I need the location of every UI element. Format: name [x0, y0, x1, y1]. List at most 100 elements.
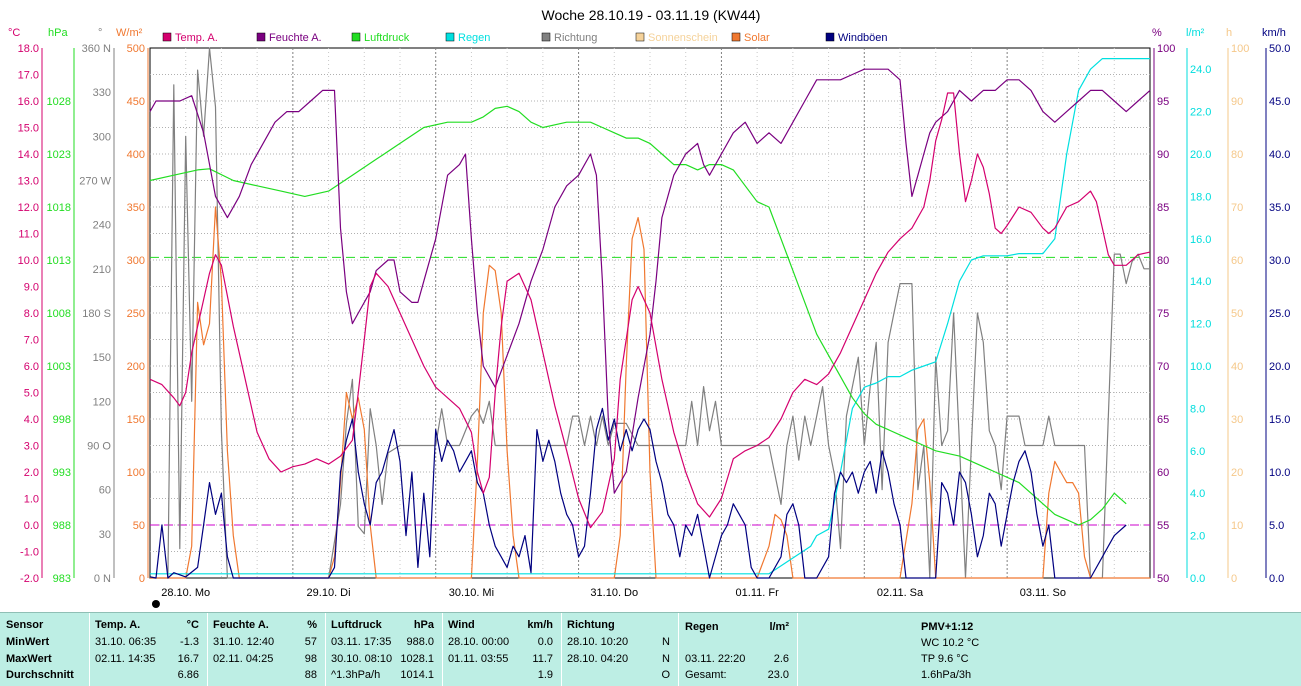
axis-tick-temp: 10.0: [18, 255, 39, 267]
axis-tick-temp: 4.0: [24, 414, 39, 426]
chart-axes: °C 18.0 17.0 16.0 15.0 14.0 13.0 12.0 11.0 10.0 9.…: [8, 27, 1290, 585]
legend-label: Luftdruck: [364, 32, 410, 44]
axis-tick-pressure: 1023: [47, 149, 71, 161]
series-line-windb-en: [149, 407, 1127, 579]
humidity-min-value: 57: [304, 636, 317, 648]
axis-tick-solar: 200: [127, 361, 145, 373]
axis-unit-sunshine: h: [1226, 27, 1232, 39]
axis-tick-temp: 15.0: [18, 123, 39, 135]
axis-tick-humidity: 80: [1157, 255, 1169, 267]
rain-summary: Regen l/m² 03.11. 22:20 2.6 Gesamt: 23.0: [678, 613, 797, 686]
axis-tick-solar: 150: [127, 414, 145, 426]
axis-tick-wind: 10.0: [1269, 467, 1290, 479]
x-axis: 28.10. Mo 29.10. Di 30.10. Mi 31.10. Do 01.1…: [151, 587, 1066, 608]
axis-tick-solar: 50: [133, 520, 145, 532]
wind-max-time: 01.11. 03:55: [448, 653, 509, 665]
temp-title: Temp. A.: [95, 619, 141, 631]
legend-swatch: [635, 32, 645, 42]
axis-tick-direction: 30: [99, 529, 111, 541]
rain-max-value: 2.6: [773, 653, 789, 665]
legend-swatch: [825, 32, 835, 42]
axis-tick-sunshine: 20: [1231, 467, 1243, 479]
axis-tick-temp: -1.0: [20, 547, 39, 559]
pressure-min-value: 988.0: [406, 636, 434, 648]
rain-max-time: 03.11. 22:20: [685, 653, 746, 665]
axis-tick-temp: 17.0: [18, 70, 39, 82]
axis-tick-wind: 35.0: [1269, 202, 1290, 214]
axis-tick-temp: 12.0: [18, 202, 39, 214]
axis-tick-pressure: 1008: [47, 308, 71, 320]
axis-tick-humidity: 65: [1157, 414, 1169, 426]
axis-tick-humidity: 90: [1157, 149, 1169, 161]
series-line-luftdruck: [149, 105, 1127, 526]
axis-tick-direction: 0 N: [94, 573, 111, 585]
row-labels: Sensor MinWert MaxWert Durchschnitt: [0, 613, 88, 686]
axis-tick-direction: 240: [93, 220, 111, 232]
axis-unit-rain: l/m²: [1186, 27, 1205, 39]
direction-min-time: 28.10. 10:20: [567, 636, 629, 648]
series-line-solar: [150, 206, 1150, 579]
series-line-feuchte-a: [149, 68, 1151, 494]
axis-unit-temp: °C: [8, 27, 20, 39]
temp-max-value: 16.7: [177, 653, 199, 665]
axis-tick-direction: 150: [93, 352, 111, 364]
axis-tick-temp: 7.0: [24, 335, 39, 347]
axis-unit-solar: W/m²: [116, 27, 143, 39]
legend-swatch: [256, 32, 266, 42]
x-tick-label: 02.11. Sa: [877, 587, 924, 599]
axis-tick-sunshine: 30: [1231, 414, 1243, 426]
x-tick-label: 01.11. Fr: [736, 587, 780, 599]
axis-tick-solar: 0: [139, 573, 145, 585]
axis-tick-direction: 180 S: [82, 308, 111, 320]
humidity-summary: Feuchte A. % 31.10. 12:40 57 02.11. 04:2…: [207, 613, 325, 686]
legend-label: Richtung: [554, 32, 597, 44]
direction-summary: Richtung 28.10. 10:20 N 28.10. 04:20 N O: [561, 613, 678, 686]
pressure-max-time: 30.10. 08:10: [331, 653, 393, 665]
axis-tick-wind: 20.0: [1269, 361, 1290, 373]
axis-tick-wind: 50.0: [1269, 43, 1290, 55]
axis-tick-sunshine: 0: [1231, 573, 1237, 585]
axis-tick-rain: 4.0: [1190, 488, 1205, 500]
humidity-unit: %: [307, 619, 317, 631]
legend-label: Temp. A.: [175, 32, 218, 44]
axis-tick-wind: 40.0: [1269, 149, 1290, 161]
axis-tick-humidity: 100: [1157, 43, 1175, 55]
temp-unit: °C: [186, 619, 199, 631]
rain-title: Regen: [685, 621, 719, 633]
axis-unit-pressure: hPa: [48, 27, 68, 39]
temp-min-value: -1.3: [180, 636, 199, 648]
axis-tick-temp: 11.0: [18, 229, 39, 241]
axis-tick-direction: 330: [93, 87, 111, 99]
axis-tick-rain: 18.0: [1190, 191, 1211, 203]
axis-tick-pressure: 1028: [47, 96, 71, 108]
axis-tick-humidity: 70: [1157, 361, 1169, 373]
axis-tick-humidity: 60: [1157, 467, 1169, 479]
pressure-min-time: 03.11. 17:35: [331, 636, 392, 648]
legend-swatch: [351, 32, 361, 42]
axis-tick-sunshine: 100: [1231, 43, 1249, 55]
legend-label: Solar: [744, 32, 770, 44]
axis-unit-wind: km/h: [1262, 27, 1286, 39]
wind-title: Wind: [448, 619, 475, 631]
humidity-average: 88: [304, 669, 317, 681]
pressure-summary: Luftdruck hPa 03.11. 17:35 988.0 30.10. …: [325, 613, 442, 686]
axis-tick-humidity: 85: [1157, 202, 1169, 214]
pressure-trend: ^1.3hPa/h: [331, 669, 381, 681]
wind-average: 1.9: [537, 669, 553, 681]
series-line-temp-a: [149, 92, 1151, 529]
summary-panel: Sensor MinWert MaxWert Durchschnitt Temp…: [0, 612, 1301, 686]
legend-label: Windböen: [838, 32, 888, 44]
axis-tick-rain: 20.0: [1190, 149, 1211, 161]
pmv-dewpoint: TP 9.6 °C: [921, 653, 969, 665]
direction-max-time: 28.10. 04:20: [567, 653, 629, 665]
label-maxwert: MaxWert: [6, 653, 52, 665]
axis-tick-wind: 0.0: [1269, 573, 1284, 585]
axis-tick-pressure: 983: [53, 573, 71, 585]
axis-tick-temp: 9.0: [24, 282, 39, 294]
wind-min-value: 0.0: [537, 636, 553, 648]
chart-series: [149, 47, 1151, 579]
axis-unit-humidity: %: [1152, 27, 1162, 39]
axis-tick-temp: -2.0: [20, 573, 39, 585]
axis-tick-temp: 5.0: [24, 388, 39, 400]
axis-tick-rain: 8.0: [1190, 403, 1205, 415]
